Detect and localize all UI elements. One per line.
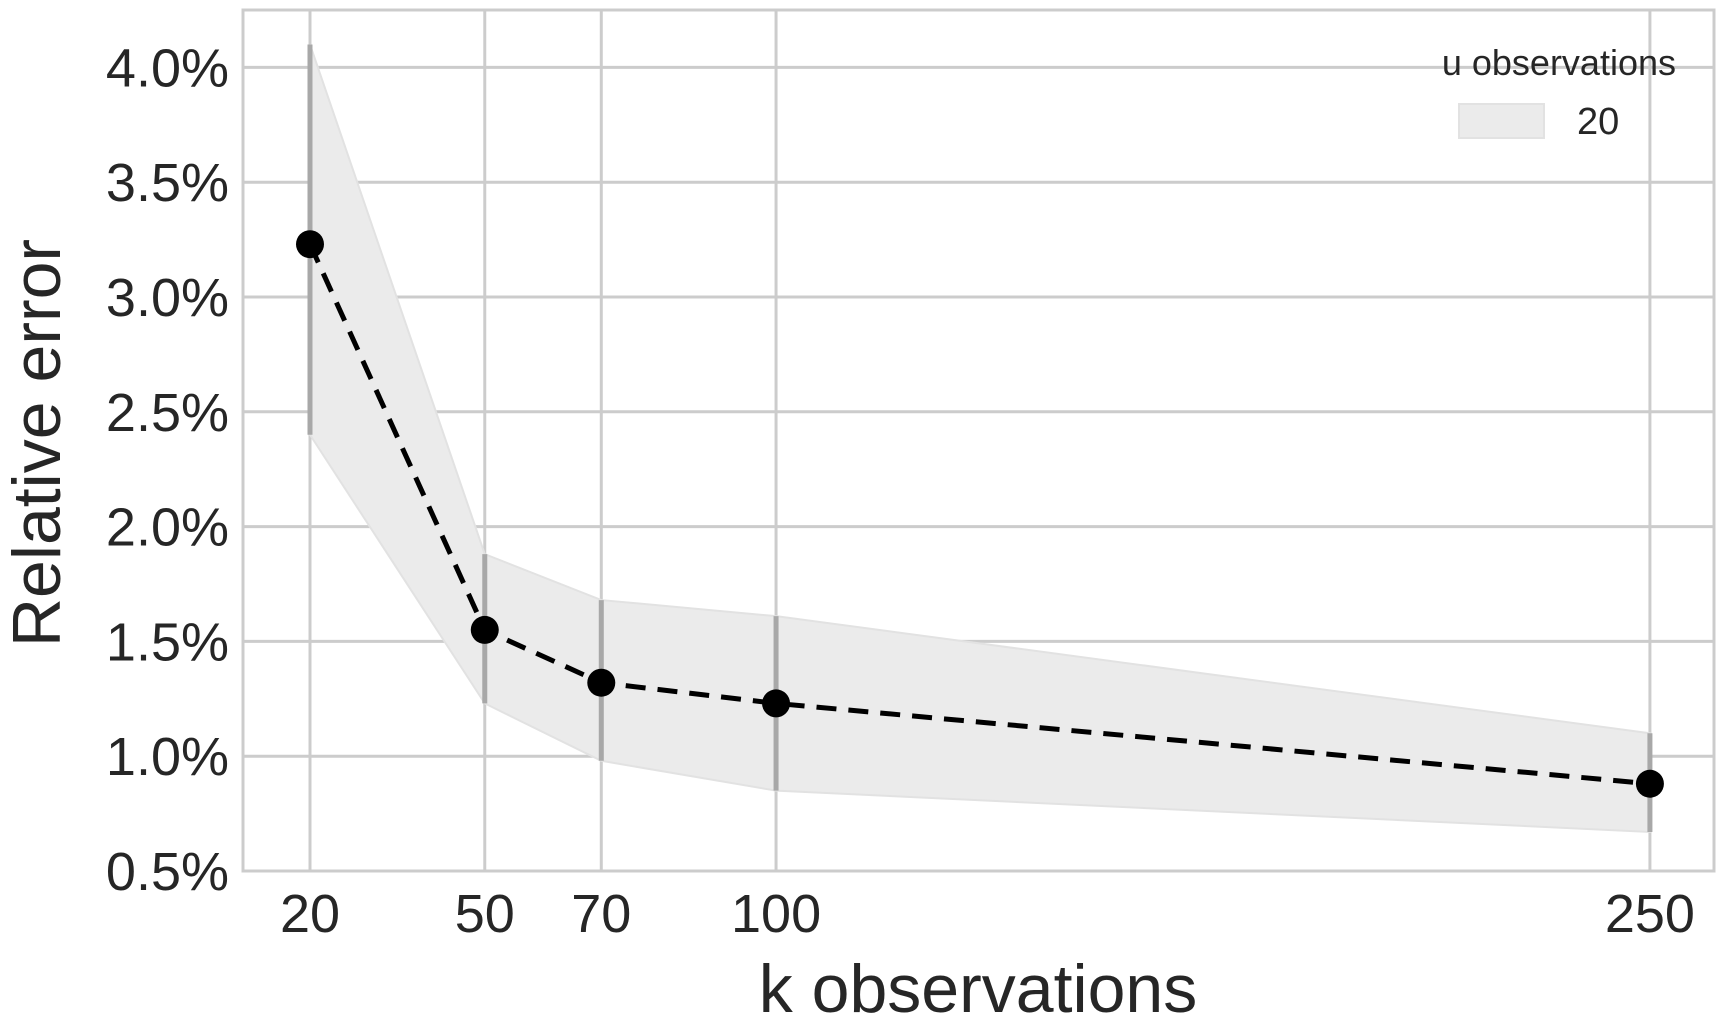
y-tick-label: 2.5% bbox=[106, 383, 229, 443]
x-tick-label: 250 bbox=[1605, 884, 1695, 944]
x-tick-label: 100 bbox=[731, 884, 821, 944]
data-point-marker bbox=[295, 230, 324, 259]
y-axis-label: Relative error bbox=[0, 239, 75, 647]
marker-layer bbox=[295, 230, 1664, 798]
x-tick-label: 70 bbox=[571, 884, 631, 944]
legend-title: u observations bbox=[1442, 42, 1676, 83]
data-point-marker bbox=[587, 668, 616, 697]
y-tick-label: 3.5% bbox=[106, 153, 229, 213]
confidence-band bbox=[308, 44, 1651, 834]
x-axis-label: k observations bbox=[759, 951, 1197, 1022]
plot-frame bbox=[241, 8, 1716, 873]
legend-swatch bbox=[1458, 103, 1545, 139]
y-tick-label: 3.0% bbox=[106, 268, 229, 328]
plot-frame-layer bbox=[241, 8, 1716, 873]
x-tick-label: 20 bbox=[280, 884, 340, 944]
data-point-marker bbox=[470, 615, 499, 644]
confidence-band-layer bbox=[308, 44, 1651, 834]
data-point-marker bbox=[1635, 769, 1664, 798]
y-tick-label: 0.5% bbox=[106, 842, 229, 902]
y-tick-label: 1.0% bbox=[106, 727, 229, 787]
y-tick-label: 4.0% bbox=[106, 38, 229, 98]
legend-entry-label: 20 bbox=[1577, 101, 1619, 143]
y-tick-labels: 0.5% 1.0% 1.5% 2.0% 2.5% 3.0% 3.5% 4.0% bbox=[106, 38, 229, 902]
x-tick-label: 50 bbox=[455, 884, 515, 944]
y-tick-label: 1.5% bbox=[106, 612, 229, 672]
legend: u observations 20 bbox=[1442, 42, 1676, 143]
data-point-marker bbox=[762, 689, 791, 718]
y-tick-label: 2.0% bbox=[106, 498, 229, 558]
x-tick-labels: 20 50 70 100 250 bbox=[280, 884, 1695, 944]
